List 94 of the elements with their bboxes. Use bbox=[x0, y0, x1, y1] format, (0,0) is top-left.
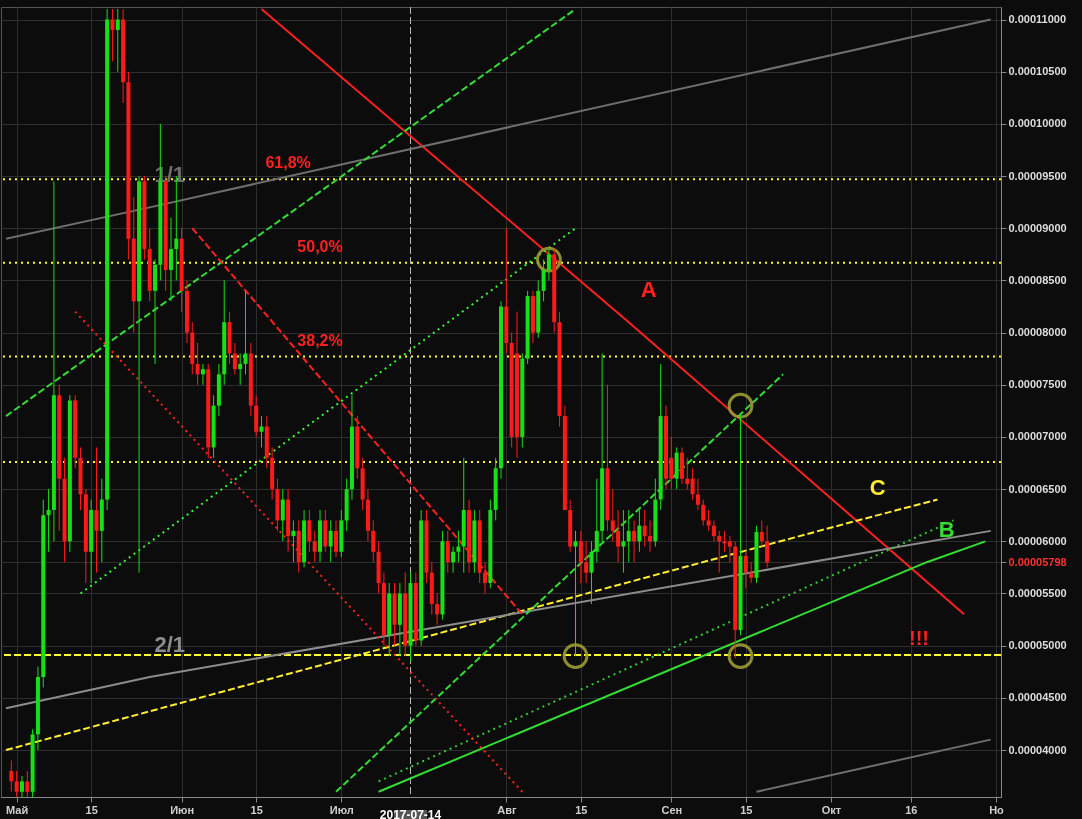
candlestick bbox=[115, 8, 120, 73]
candlestick bbox=[711, 519, 716, 542]
candlestick bbox=[110, 8, 115, 62]
point bbox=[727, 643, 754, 669]
candlestick bbox=[451, 546, 456, 574]
point bbox=[562, 643, 589, 669]
y-tick-label: 0.00008000 bbox=[1008, 326, 1067, 339]
y-tick-label: 0.00010500 bbox=[1008, 65, 1067, 78]
x-tick-label: Но bbox=[989, 803, 1005, 816]
candlestick bbox=[200, 363, 205, 386]
candlestick bbox=[584, 540, 589, 584]
candlestick bbox=[690, 467, 695, 501]
ref-line-label: 2017-07-14 bbox=[379, 808, 442, 819]
candlestick bbox=[717, 530, 722, 574]
candlestick bbox=[19, 775, 24, 798]
y-tick-label: 0.00004000 bbox=[1008, 743, 1067, 756]
y-tick-label: 0.00007000 bbox=[1008, 430, 1067, 443]
candlestick bbox=[238, 352, 243, 386]
series-label: B bbox=[938, 517, 955, 543]
candlestick bbox=[328, 519, 333, 563]
candlestick bbox=[243, 290, 248, 375]
y-tick-label: 0.00005500 bbox=[1008, 587, 1067, 599]
candlestick bbox=[616, 509, 621, 563]
candlestick bbox=[435, 593, 440, 626]
candlestick bbox=[759, 519, 764, 548]
candlestick bbox=[701, 499, 706, 527]
x-tick-label: 15 bbox=[85, 803, 98, 816]
candlestick bbox=[280, 488, 285, 542]
x-tick-label: 15 bbox=[250, 803, 263, 816]
candlestick bbox=[334, 519, 338, 558]
candlestick bbox=[195, 342, 200, 386]
x-tick-label: 15 bbox=[575, 803, 588, 816]
candlestick bbox=[483, 561, 488, 594]
candlestick bbox=[632, 519, 637, 563]
y-tick-label: 0.00010000 bbox=[1008, 117, 1067, 130]
candlestick bbox=[25, 770, 30, 798]
y-tick-label: 0.00006500 bbox=[1008, 482, 1067, 495]
y-tick-label: 0.00005000 bbox=[1008, 639, 1067, 652]
candlestick bbox=[642, 509, 647, 548]
candlestick bbox=[648, 519, 653, 553]
y-tick-label: 0.00007500 bbox=[1008, 378, 1067, 391]
candlestick bbox=[637, 509, 642, 553]
y-tick-label: 0.00006000 bbox=[1008, 534, 1067, 547]
candlestick bbox=[14, 770, 19, 798]
series-label: 2/1 bbox=[154, 631, 186, 657]
y-tick-label: 0.00009000 bbox=[1008, 221, 1067, 234]
candlestick bbox=[765, 525, 770, 568]
y-tick-label: 0.00004500 bbox=[1008, 691, 1067, 704]
y-tick-label: 0.00011000 bbox=[1008, 13, 1067, 26]
candlestick bbox=[259, 415, 264, 448]
candlestick bbox=[94, 446, 99, 574]
candlestick bbox=[578, 530, 583, 584]
candlestick bbox=[573, 530, 578, 657]
candlestick bbox=[9, 759, 14, 793]
x-tick-label: Окт bbox=[821, 803, 842, 816]
candlestick bbox=[749, 561, 754, 584]
x-tick-label: Сен bbox=[661, 803, 683, 816]
point bbox=[727, 392, 754, 419]
candlestick bbox=[232, 342, 237, 375]
candlestick bbox=[626, 509, 631, 563]
x-tick-label: Июн bbox=[170, 803, 195, 816]
candlestick bbox=[445, 530, 450, 574]
candlestick bbox=[727, 535, 732, 563]
candlestick bbox=[546, 248, 551, 281]
candlestick bbox=[610, 488, 615, 542]
y-tick-label: 0.00005798 bbox=[1008, 555, 1067, 568]
candlestick bbox=[312, 530, 317, 563]
series-label: C bbox=[869, 475, 886, 501]
candlestick bbox=[695, 478, 700, 511]
candlestick bbox=[371, 519, 376, 563]
x-tick-label: 15 bbox=[740, 803, 753, 816]
annotation: !!! bbox=[909, 627, 929, 649]
candlestick bbox=[743, 551, 748, 589]
y-tick-label: 0.00009500 bbox=[1008, 169, 1067, 182]
x-tick-label: Авг bbox=[497, 803, 517, 816]
candlestick bbox=[307, 509, 312, 553]
candlestick bbox=[541, 259, 546, 302]
candlestick bbox=[456, 530, 461, 563]
candlestick bbox=[706, 509, 711, 532]
candlestick bbox=[46, 488, 51, 553]
x-tick-label: Май bbox=[6, 803, 29, 816]
series-label: A bbox=[640, 277, 657, 303]
annotation: 38,2% bbox=[297, 331, 343, 349]
x-tick-label: 16 bbox=[905, 803, 918, 816]
candlestick bbox=[169, 217, 173, 302]
candlestick bbox=[291, 519, 296, 563]
candlestick bbox=[594, 478, 599, 563]
y-tick-label: 0.00008500 bbox=[1008, 273, 1067, 286]
x-tick-label: Июл bbox=[329, 803, 354, 816]
annotation: 50,0% bbox=[297, 237, 343, 255]
candlestick bbox=[589, 540, 594, 605]
candlestick bbox=[685, 457, 690, 490]
annotation: 61,8% bbox=[265, 154, 311, 172]
candlestick bbox=[621, 509, 626, 574]
